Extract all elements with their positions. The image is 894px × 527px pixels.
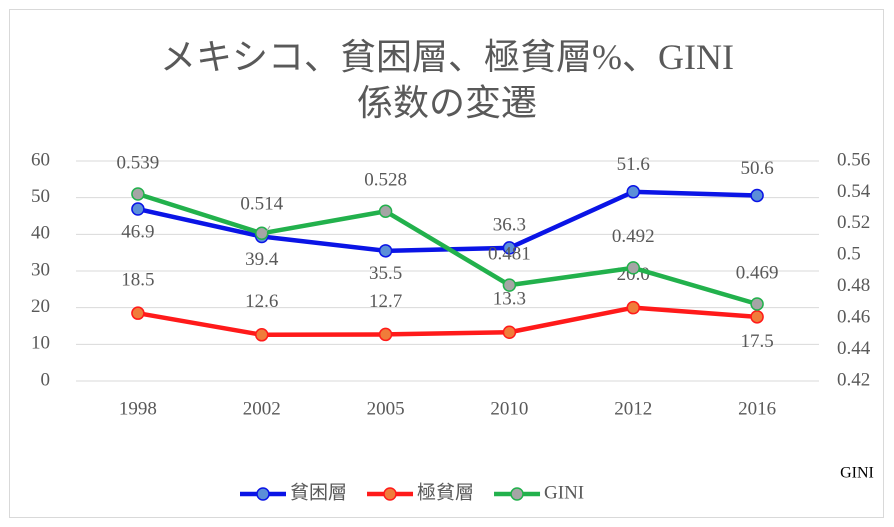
data-label: 46.9 xyxy=(121,221,154,242)
y2-tick-label: 0.48 xyxy=(837,275,870,296)
data-label: 39.4 xyxy=(245,249,279,270)
series-line xyxy=(137,191,758,307)
y-tick-label: 30 xyxy=(31,259,50,280)
data-label: 13.3 xyxy=(493,289,526,310)
y-tick-label: 0 xyxy=(41,369,51,390)
data-label: 0.539 xyxy=(117,152,160,173)
legend-label: 貧困層 xyxy=(290,481,347,503)
marker xyxy=(626,261,640,275)
marker xyxy=(255,226,269,241)
x-tick-label: 2005 xyxy=(367,398,405,419)
marker xyxy=(255,328,269,342)
data-label: 0.469 xyxy=(736,262,779,283)
data-label: 12.7 xyxy=(369,291,402,312)
y2-axis-label: GINI xyxy=(840,465,874,482)
leader-line xyxy=(261,225,271,239)
marker xyxy=(502,241,517,255)
marker xyxy=(750,188,764,203)
marker xyxy=(378,204,393,219)
y2-tick-label: 0.42 xyxy=(837,369,870,390)
y2-tick-label: 0.5 xyxy=(837,244,861,265)
y2-tick-label: 0.46 xyxy=(837,307,870,328)
x-tick-label: 1998 xyxy=(119,398,157,419)
y2-tick-label: 0.52 xyxy=(837,212,870,233)
data-label: 36.3 xyxy=(493,214,526,235)
x-tick-label: 2010 xyxy=(490,398,528,419)
data-label: 18.5 xyxy=(121,270,154,291)
y2-tick-label: 0.54 xyxy=(837,181,871,202)
marker xyxy=(131,202,145,216)
data-label: 0.481 xyxy=(488,244,531,265)
data-label: 0.528 xyxy=(364,170,407,191)
x-tick-label: 2002 xyxy=(243,398,281,419)
legend-marker xyxy=(510,487,524,501)
x-tick-label: 2016 xyxy=(738,398,776,419)
legend-marker xyxy=(256,487,270,501)
data-label: 12.6 xyxy=(245,291,278,312)
y2-tick-label: 0.56 xyxy=(837,149,870,170)
data-label: 0.514 xyxy=(240,194,283,215)
y-tick-label: 20 xyxy=(31,296,50,317)
marker xyxy=(750,310,764,324)
marker xyxy=(502,325,517,339)
legend-marker xyxy=(383,487,397,501)
marker xyxy=(378,244,393,258)
marker xyxy=(626,185,640,199)
y-tick-label: 60 xyxy=(31,149,50,170)
y-tick-label: 40 xyxy=(31,223,50,244)
series-line xyxy=(137,305,758,338)
legend-label: 極貧層 xyxy=(417,481,474,503)
marker xyxy=(502,278,517,292)
marker xyxy=(131,306,145,320)
x-tick-label: 2012 xyxy=(614,398,652,419)
legend-label: GINI xyxy=(544,482,584,503)
data-label: 50.6 xyxy=(740,158,773,179)
data-label: 17.5 xyxy=(740,331,773,352)
y-tick-label: 10 xyxy=(31,333,50,354)
chart-border xyxy=(9,9,884,518)
y-tick-label: 50 xyxy=(31,186,50,207)
y2-tick-label: 0.44 xyxy=(837,338,871,359)
marker xyxy=(378,327,393,342)
marker xyxy=(131,187,145,201)
marker xyxy=(626,300,640,315)
data-label: 35.5 xyxy=(369,263,402,284)
data-label: 0.492 xyxy=(612,226,655,247)
marker xyxy=(750,297,764,311)
data-label: 51.6 xyxy=(617,154,650,175)
chart-title: メキシコ、貧困層、極貧層%、GINI係数の変遷 xyxy=(160,37,734,123)
